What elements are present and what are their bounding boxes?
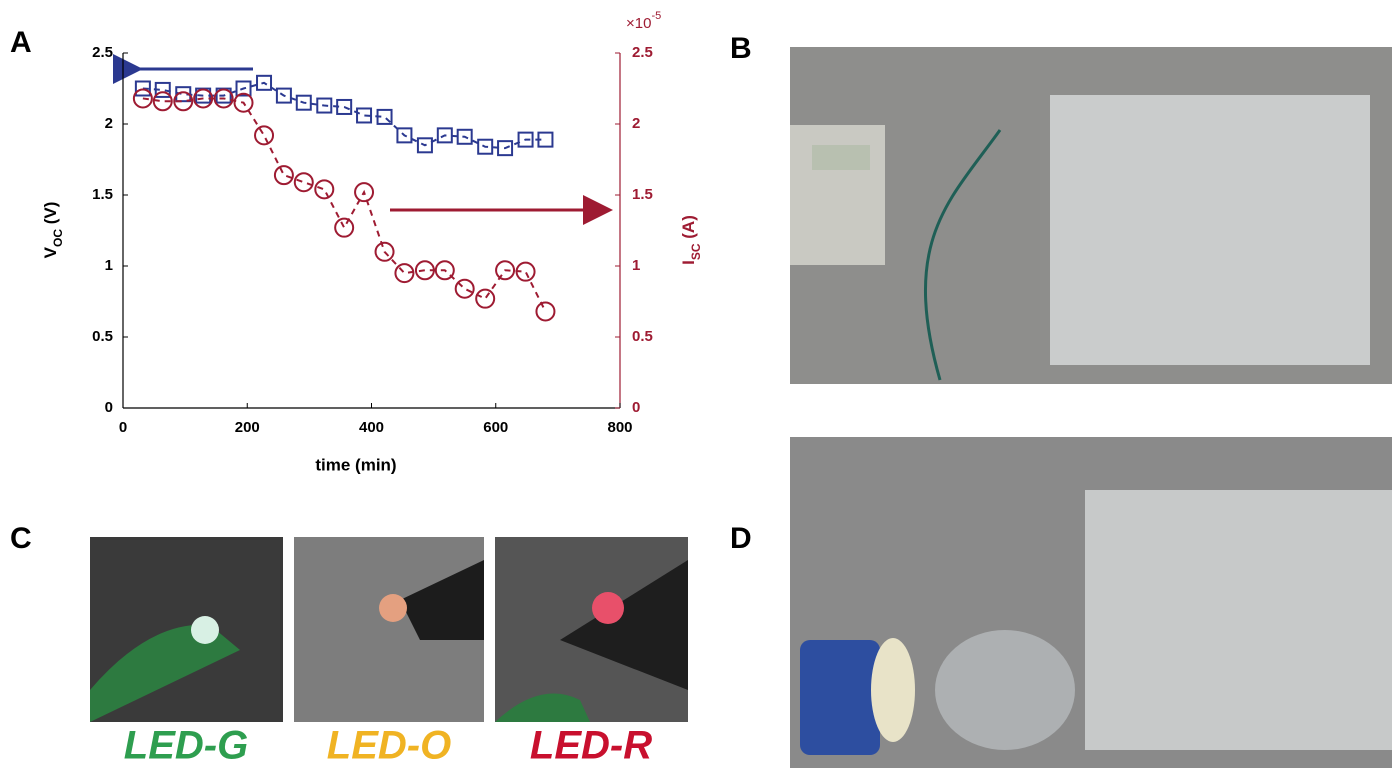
panel-label: A <box>10 26 32 59</box>
label-part: OC <box>51 229 65 247</box>
y2-tick-label: 2 <box>632 115 640 132</box>
label-part: SC <box>689 243 703 260</box>
x-tick-label: 0 <box>119 419 127 436</box>
photo-d <box>790 437 1392 768</box>
y-tick-label: 1 <box>105 257 113 274</box>
marker <box>456 280 474 298</box>
panel-label: D <box>730 522 752 555</box>
panel-label: C <box>10 522 32 555</box>
x-axis-label: time (min) <box>315 455 396 474</box>
series-line <box>143 98 546 311</box>
marker <box>295 173 313 191</box>
y-tick-label: 0 <box>105 399 113 416</box>
marker <box>536 302 554 320</box>
x-tick-label: 600 <box>483 419 508 436</box>
y-tick-label: 2 <box>105 115 113 132</box>
photo-b <box>790 47 1392 384</box>
label-part: -5 <box>651 10 661 22</box>
y2-tick-label: 1 <box>632 257 640 274</box>
marker <box>315 180 333 198</box>
x-tick-label: 200 <box>235 419 260 436</box>
marker <box>335 219 353 237</box>
y2-tick-label: 1.5 <box>632 186 653 203</box>
panel-label: B <box>730 32 752 65</box>
x-tick-label: 400 <box>359 419 384 436</box>
led-label: LED-R <box>530 724 652 768</box>
label-part: V <box>41 246 60 258</box>
label-part: ×10 <box>626 15 651 32</box>
marker <box>275 166 293 184</box>
y2-tick-label: 0 <box>632 399 640 416</box>
y-tick-label: 2.5 <box>92 44 113 61</box>
label-part: (A) <box>679 215 698 243</box>
y2-tick-label: 0.5 <box>632 328 653 345</box>
y-axis-label: VOC (V) <box>41 202 65 259</box>
photo-c <box>90 537 688 722</box>
y2-multiplier: ×10-5 <box>626 10 661 32</box>
y2-axis-label: ISC (A) <box>679 215 703 265</box>
marker <box>476 290 494 308</box>
label-part: (V) <box>41 202 60 229</box>
figure: A B C D LED-G LED-O LED-R time (min) VOC… <box>0 0 1392 769</box>
series-line <box>143 83 546 148</box>
led-label: LED-O <box>327 724 451 768</box>
x-tick-label: 800 <box>607 419 632 436</box>
y-tick-label: 1.5 <box>92 186 113 203</box>
y-tick-label: 0.5 <box>92 328 113 345</box>
marker <box>255 126 273 144</box>
y2-tick-label: 2.5 <box>632 44 653 61</box>
led-label: LED-G <box>124 724 248 768</box>
